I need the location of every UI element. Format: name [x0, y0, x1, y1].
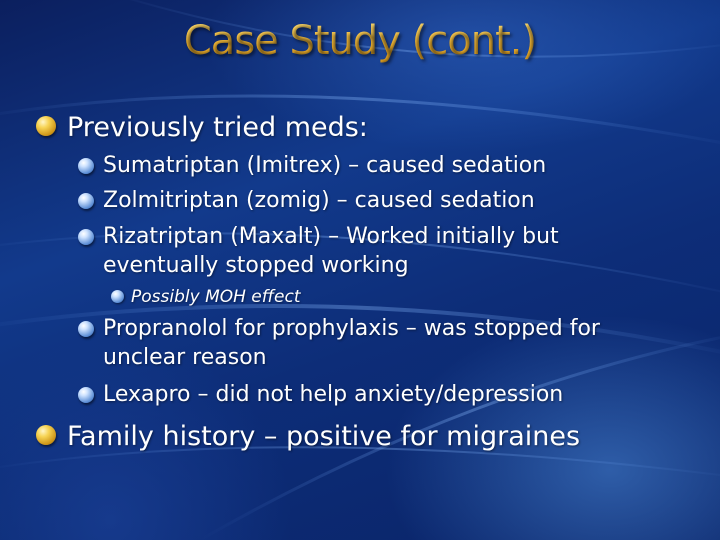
- blue-orb-bullet-icon: [78, 229, 94, 245]
- bullet-propranolol-line2: unclear reason: [103, 345, 267, 370]
- bullet-rizatriptan-line2: eventually stopped working: [103, 253, 409, 278]
- blue-orb-bullet-icon: [78, 321, 94, 337]
- bullet-rizatriptan-line1: Rizatriptan (Maxalt) – Worked initially …: [103, 224, 559, 249]
- gold-orb-bullet-icon: [36, 116, 56, 136]
- blue-orb-bullet-icon: [78, 387, 94, 403]
- slide-title: Case Study (cont.): [0, 18, 720, 64]
- bullet-lexapro: Lexapro – did not help anxiety/depressio…: [103, 382, 564, 407]
- bullet-possibly-moh-effect: Possibly MOH effect: [131, 287, 301, 307]
- bullet-family-history: Family history – positive for migraines: [67, 421, 581, 452]
- blue-orb-bullet-icon: [78, 158, 94, 174]
- bullet-sumatriptan: Sumatriptan (Imitrex) – caused sedation: [103, 153, 547, 178]
- blue-orb-bullet-icon: [78, 193, 94, 209]
- gold-orb-bullet-icon: [36, 425, 56, 445]
- small-blue-orb-bullet-icon: [111, 290, 124, 303]
- bullet-zolmitriptan: Zolmitriptan (zomig) – caused sedation: [103, 188, 535, 213]
- bullet-previously-tried-meds: Previously tried meds:: [67, 112, 368, 143]
- bullet-propranolol-line1: Propranolol for prophylaxis – was stoppe…: [103, 316, 600, 341]
